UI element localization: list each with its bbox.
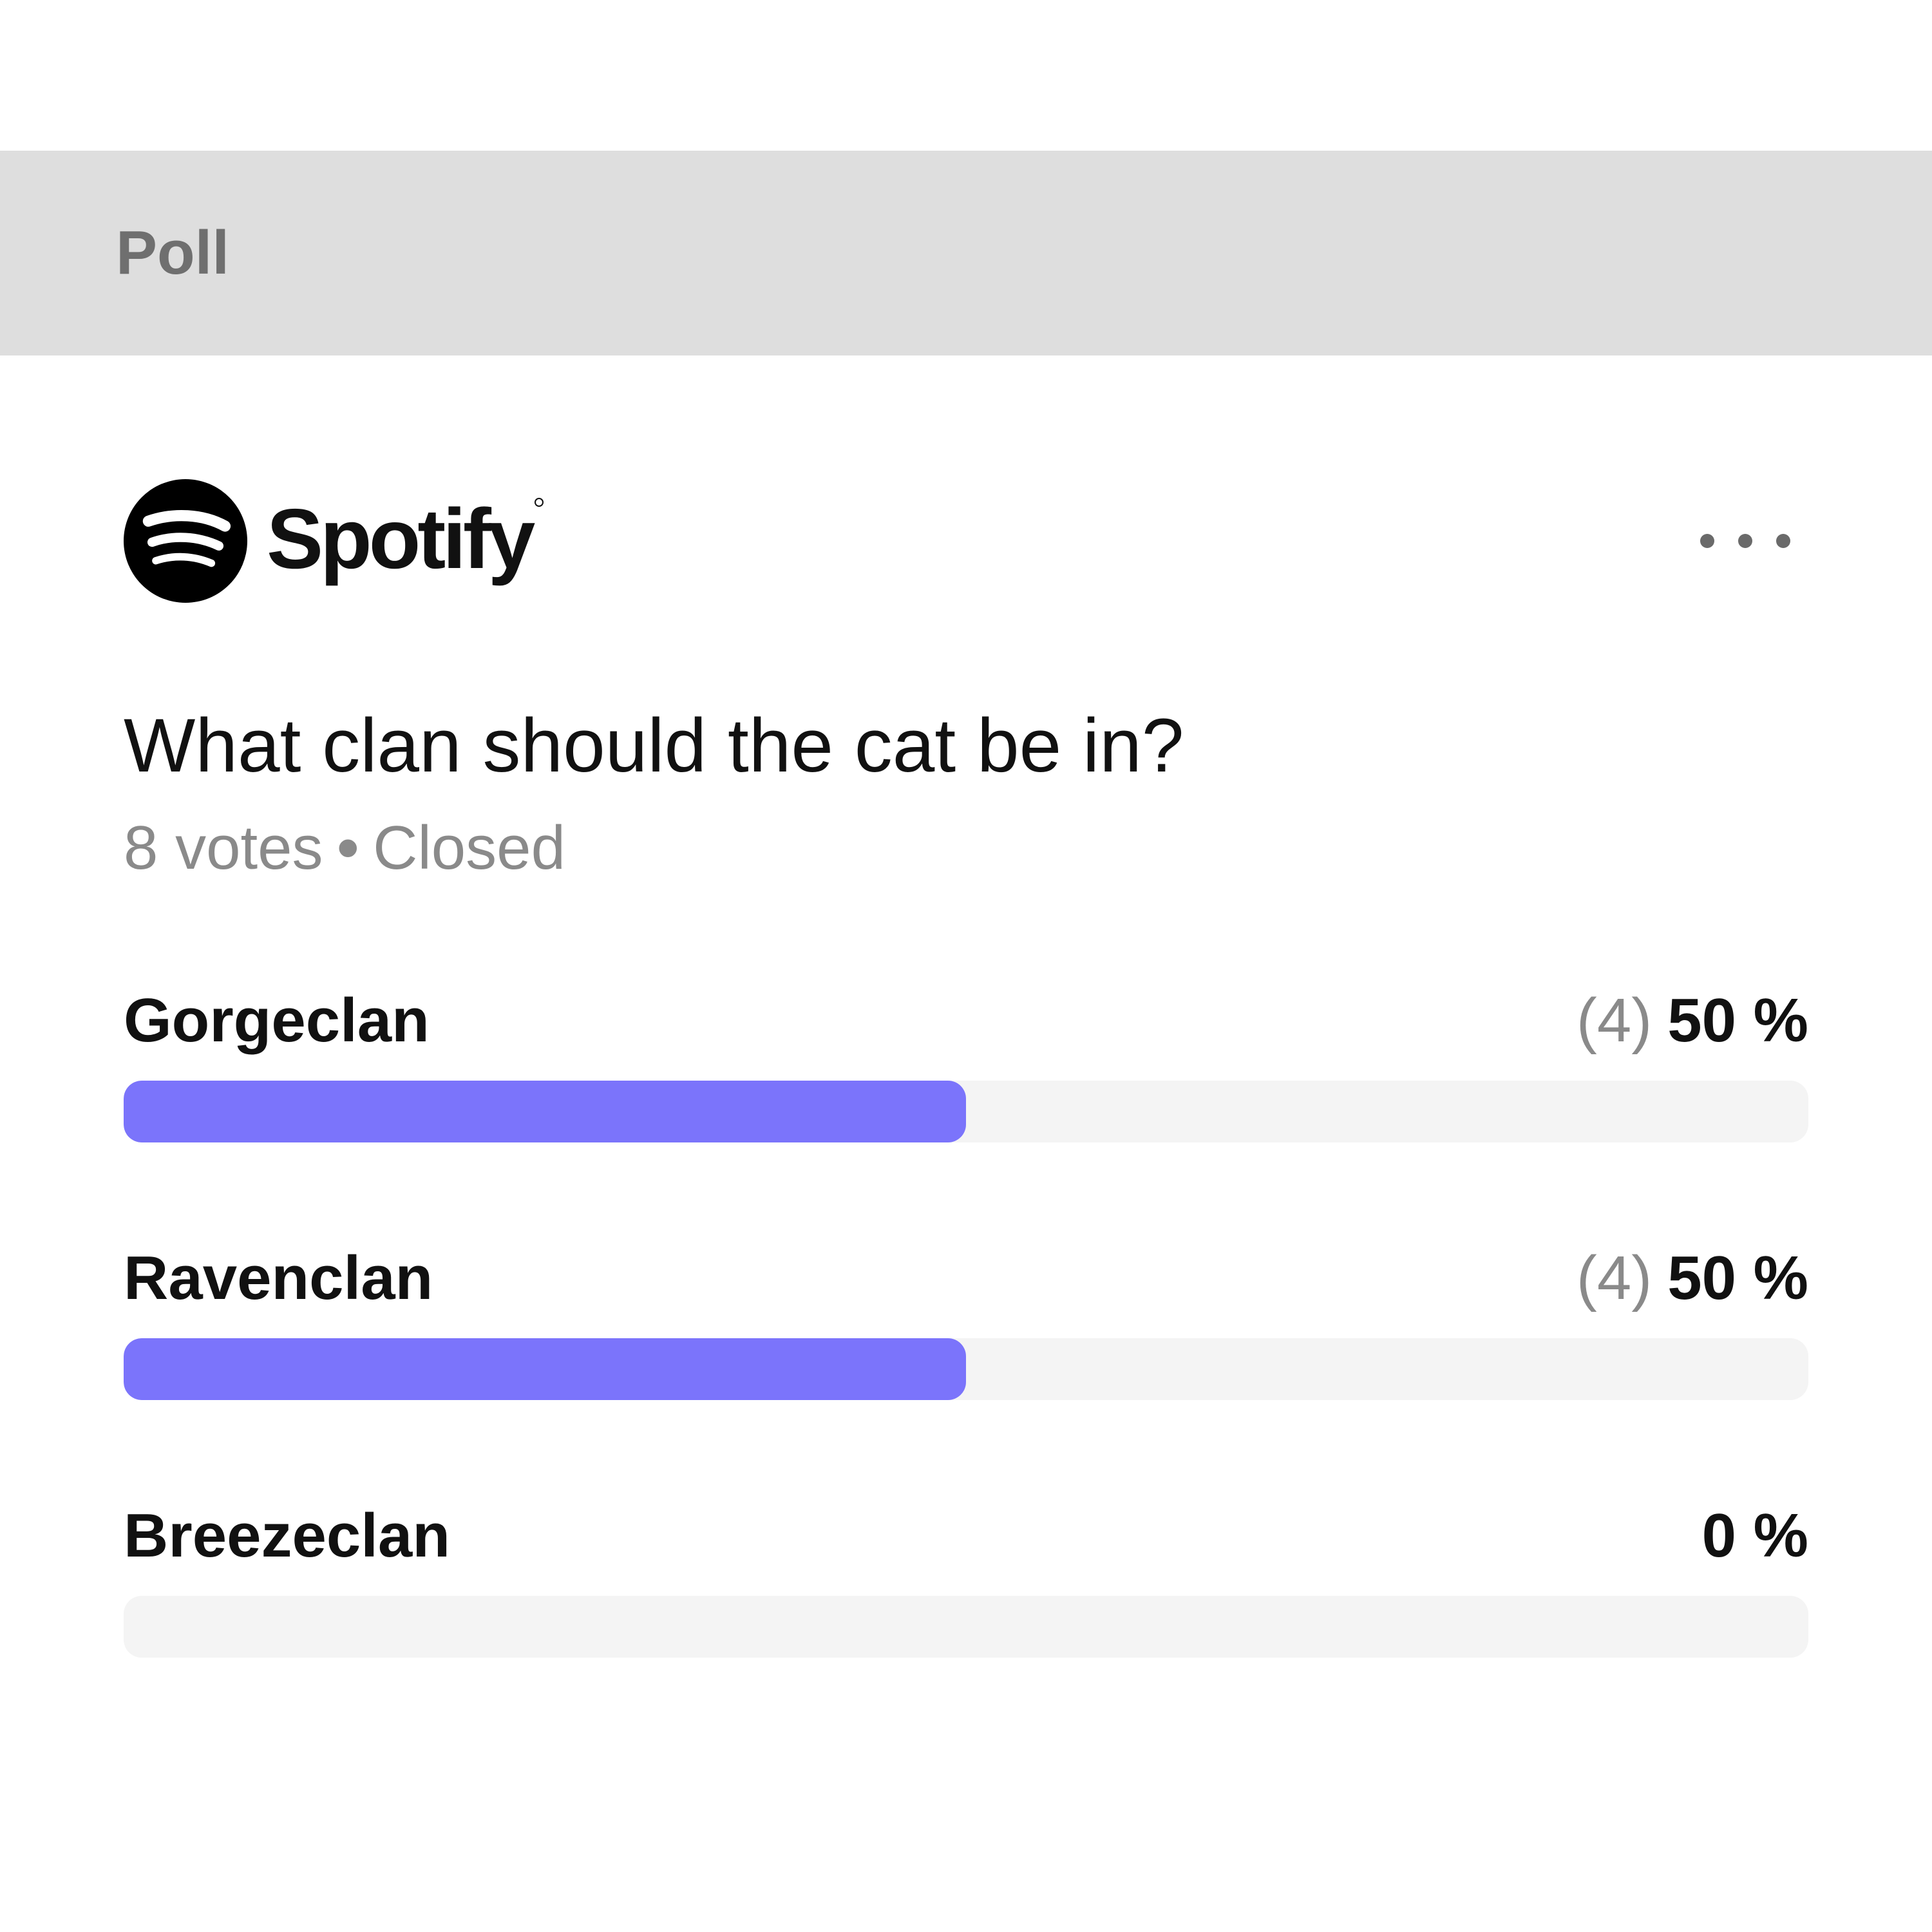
poll-option-breezeclan: Breezeclan 0 % [124,1501,1808,1694]
poll-option-gorgeclan: Gorgeclan (4) 50 % [124,985,1808,1179]
more-horizontal-icon [1776,534,1790,548]
brand: Spotify [124,479,544,603]
option-progress-fill [124,1338,966,1400]
poll-status: Closed [373,813,565,882]
option-percent: 50 % [1667,1244,1808,1312]
option-percent: 50 % [1667,986,1808,1055]
option-percent: 0 % [1701,1501,1808,1570]
meta-separator: • [337,813,359,882]
option-result: (4) 50 % [1577,1243,1808,1314]
more-horizontal-icon [1738,534,1752,548]
option-vote-count: (4) [1576,1244,1653,1312]
option-label: Gorgeclan [124,986,430,1055]
more-horizontal-icon [1700,534,1714,548]
registered-mark-icon [535,498,544,507]
brand-name: Spotify [267,491,535,586]
vote-count: 8 votes [124,813,323,882]
poll-option-ravenclan: Ravenclan (4) 50 % [124,1243,1808,1436]
option-vote-count: (4) [1576,986,1653,1055]
poll-meta: 8 votes • Closed [124,813,565,884]
option-progress-track [124,1081,1808,1142]
option-label: Ravenclan [124,1244,433,1312]
more-options-button[interactable] [1687,515,1803,567]
option-result: 0 % [1702,1501,1808,1571]
spotify-logo-icon [124,479,247,603]
option-label: Breezeclan [124,1501,450,1570]
poll-header-bar: Poll [0,151,1932,355]
option-progress-track [124,1596,1808,1658]
poll-question: What clan should the cat be in? [124,703,1184,788]
option-result: (4) 50 % [1577,985,1808,1056]
option-progress-fill [124,1081,966,1142]
option-progress-track [124,1338,1808,1400]
header-title: Poll [116,218,230,287]
